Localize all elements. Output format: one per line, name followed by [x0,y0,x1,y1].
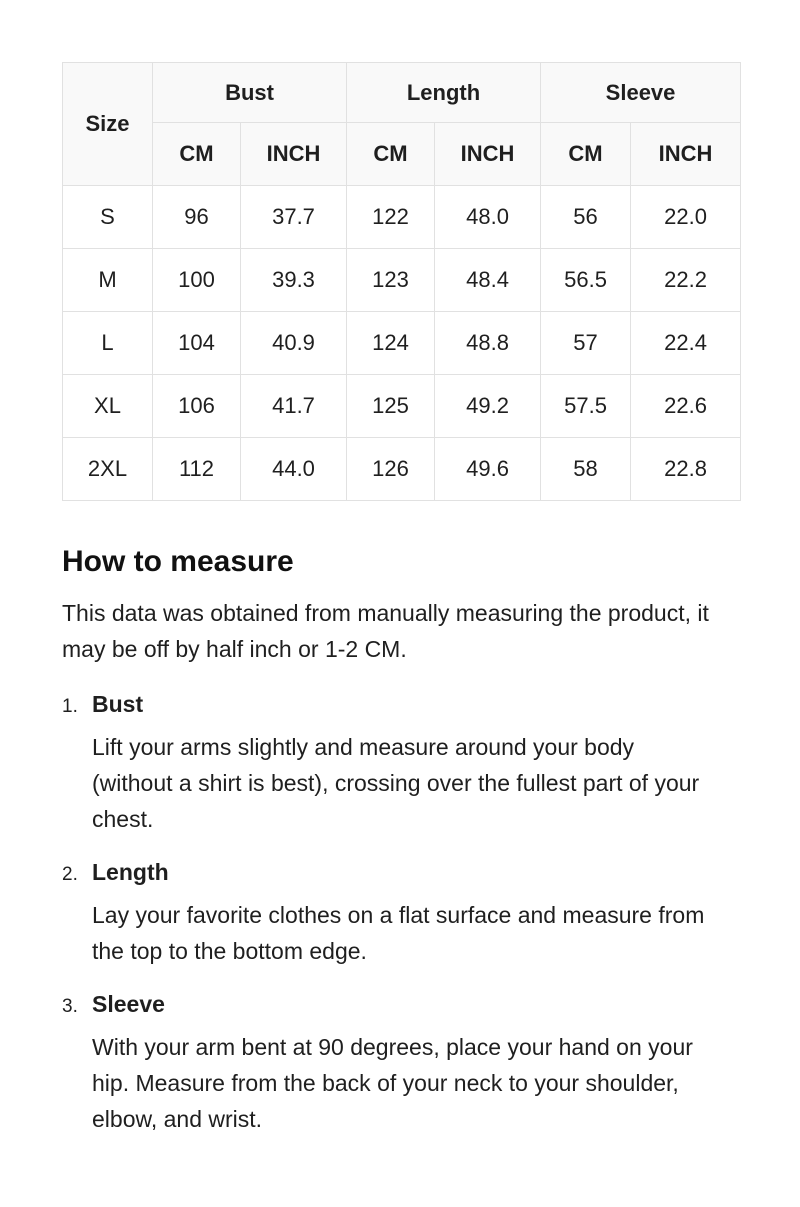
measurement-cell: 39.3 [239,248,348,312]
list-item-bust: 1. Bust Lift your arms slightly and meas… [62,689,740,851]
measurement-cell: 48.4 [434,248,542,312]
step-body: Bust Lift your arms slightly and measure… [92,689,740,851]
table-row-s: S 96 37.7 122 48.0 56 22.0 [62,185,742,249]
measurement-cell: 104 [152,311,241,375]
measurement-cell: 125 [346,374,436,438]
size-cell: XL [62,374,153,438]
table-header-unit-row: CM INCH CM INCH CM INCH [63,122,742,186]
measurement-cell: 48.0 [434,185,542,249]
length-inch-header: INCH [434,122,542,186]
measurement-cell: 96 [152,185,241,249]
measurement-cell: 40.9 [239,311,348,375]
step-body: Sleeve With your arm bent at 90 degrees,… [92,989,740,1151]
table-row-l: L 104 40.9 124 48.8 57 22.4 [62,311,742,375]
step-body: Length Lay your favorite clothes on a fl… [92,857,740,983]
measurement-cell: 48.8 [434,311,542,375]
bust-cm-header: CM [152,122,241,186]
step-label-bust: Bust [92,691,144,717]
measurement-cell: 57.5 [540,374,632,438]
table-row-m: M 100 39.3 123 48.4 56.5 22.2 [62,248,742,312]
sleeve-cm-header: CM [540,122,632,186]
list-item-length: 2. Length Lay your favorite clothes on a… [62,857,740,983]
size-column-header: Size [62,62,153,186]
measurement-cell: 49.2 [434,374,542,438]
table-header-group-row: Size Bust Length Sleeve [62,62,742,186]
measurement-cell: 22.8 [630,437,742,501]
measurement-cell: 126 [346,437,436,501]
measurement-cell: 22.0 [630,185,742,249]
measurement-cell: 100 [152,248,241,312]
step-number: 3. [62,996,78,1017]
measurement-cell: 122 [346,185,436,249]
table-row-xl: XL 106 41.7 125 49.2 57.5 22.6 [62,374,742,438]
step-description-sleeve: With your arm bent at 90 degrees, place … [92,1034,693,1132]
measurement-cell: 56.5 [540,248,632,312]
measurement-cell: 123 [346,248,436,312]
table-row-2xl: 2XL 112 44.0 126 49.6 58 22.8 [62,437,742,501]
bust-inch-header: INCH [239,122,348,186]
measurement-cell: 56 [540,185,632,249]
size-chart-table: Size Bust Length Sleeve CM INCH CM INCH … [62,62,742,501]
measurement-cell: 58 [540,437,632,501]
measure-steps-list: 1. Bust Lift your arms slightly and meas… [62,689,740,1151]
length-cm-header: CM [346,122,436,186]
step-number: 2. [62,864,78,885]
list-item-sleeve: 3. Sleeve With your arm bent at 90 degre… [62,989,740,1151]
how-to-measure-intro: This data was obtained from manually mea… [62,600,709,662]
measurement-cell: 37.7 [239,185,348,249]
measurement-cell: 22.2 [630,248,742,312]
step-description-bust: Lift your arms slightly and measure arou… [92,734,700,832]
length-group-header: Length [346,62,542,123]
measurement-cell: 124 [346,311,436,375]
measurement-cell: 22.4 [630,311,742,375]
step-label-sleeve: Sleeve [92,991,165,1017]
measurement-cell: 41.7 [239,374,348,438]
bust-group-header: Bust [151,62,348,123]
step-label-length: Length [92,859,169,885]
measurement-cell: 22.6 [630,374,742,438]
size-cell: M [62,248,153,312]
measurement-cell: 112 [152,437,241,501]
size-cell: 2XL [62,437,153,501]
measurement-cell: 44.0 [239,437,348,501]
size-cell: S [62,185,153,249]
size-cell: L [62,311,153,375]
measurement-cell: 106 [152,374,241,438]
how-to-measure-title: How to measure [62,545,294,578]
measurement-cell: 49.6 [434,437,542,501]
sleeve-inch-header: INCH [630,122,742,186]
step-number: 1. [62,696,78,717]
measurement-cell: 57 [540,311,632,375]
step-description-length: Lay your favorite clothes on a flat surf… [92,902,705,964]
sleeve-group-header: Sleeve [540,62,742,123]
